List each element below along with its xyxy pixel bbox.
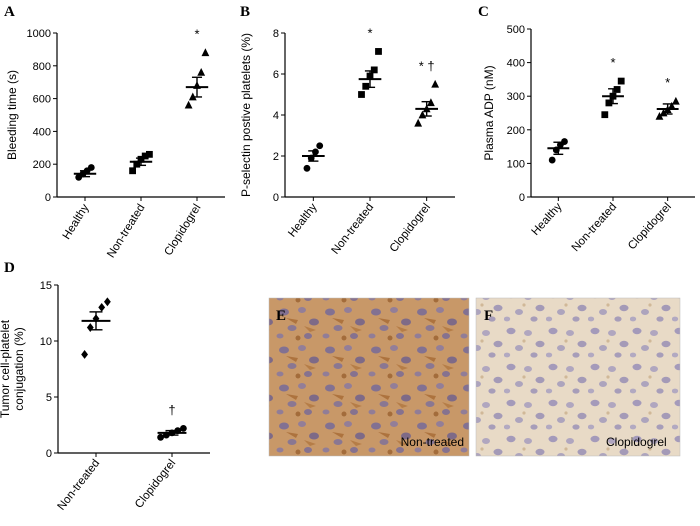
y-tick-label: 0: [46, 448, 52, 460]
micrograph-f-image: [475, 297, 681, 457]
y-tick-label: 0: [519, 192, 525, 204]
data-point: [141, 152, 149, 160]
panel-label-e: E: [276, 308, 286, 324]
data-point: [197, 67, 206, 76]
data-point: [316, 142, 324, 150]
y-tick-label: 200: [507, 125, 525, 137]
data-point: [86, 323, 94, 332]
significance-label: †: [168, 402, 175, 417]
x-tick-label: Healthy: [286, 201, 320, 239]
y-tick-label: 300: [507, 91, 525, 103]
caption-non-treated: Non-treated: [401, 435, 464, 449]
data-point: [375, 48, 382, 55]
chart-bleeding-time: 0 200 400 600 800 1000 Bleeding time (s) Health…: [5, 27, 225, 260]
y-tick-label: 400: [33, 126, 51, 138]
x-tick-label: Non-treated: [105, 202, 147, 260]
data-point: [362, 82, 370, 90]
y-tick-label: 600: [33, 94, 51, 106]
data-point: [667, 101, 676, 110]
x-tick-label: Clopidogrel: [163, 202, 204, 258]
data-point: [157, 433, 165, 441]
y-tick-label: 200: [33, 159, 51, 171]
significance-label: *: [610, 55, 615, 70]
x-tick-label: Healthy: [61, 202, 92, 242]
data-point: [180, 424, 187, 432]
chart-plasma-adp: 0 100 200 300 400 500 Plasma ADP (nM) Healthy No…: [482, 24, 695, 254]
x-tick-label: Non-treated: [570, 201, 620, 254]
y-tick-label: 10: [40, 336, 52, 348]
y-tick-label: 500: [507, 24, 525, 36]
data-point: [104, 297, 111, 307]
x-tick-label: Clopidogrel: [626, 201, 674, 252]
data-point: [561, 138, 568, 145]
y-tick-label: 800: [33, 61, 51, 73]
x-tick-label: Clopidogrel: [388, 201, 433, 254]
data-point: [303, 164, 311, 172]
y-tick-label: 1000: [27, 28, 51, 40]
chart-p-selectin: 0 2 4 6 8 P-selectin postive platelets (%) Hea…: [239, 25, 455, 257]
data-point: [129, 167, 136, 175]
micrograph-non-treated: E Non-treated: [268, 297, 470, 457]
data-point: [617, 77, 625, 85]
y-axis-title: Tumor cell-plateletconjugation (%): [0, 319, 26, 418]
data-point: [98, 303, 106, 312]
x-tick-label: Healthy: [530, 201, 565, 238]
data-point: [146, 150, 153, 158]
y-tick-label: 4: [273, 110, 279, 122]
significance-label: * †: [419, 58, 435, 73]
panel-label-c: C: [478, 4, 489, 20]
y-tick-label: 15: [40, 280, 52, 292]
y-axis-title: Plasma ADP (nM): [482, 65, 496, 160]
panel-label-f: F: [484, 308, 493, 324]
y-tick-label: 0: [273, 192, 279, 204]
data-point: [133, 160, 141, 168]
y-axis-title: P-selectin postive platelets (%): [239, 33, 253, 197]
data-point: [601, 111, 609, 119]
caption-clopidogrel: Clopidogrel: [606, 435, 667, 449]
data-point: [358, 91, 365, 98]
data-point: [184, 100, 193, 109]
panel-label-b: B: [240, 4, 250, 20]
data-point: [201, 48, 210, 57]
y-tick-label: 5: [46, 392, 52, 404]
data-point: [671, 96, 680, 105]
data-point: [370, 66, 378, 74]
significance-label: *: [665, 75, 670, 90]
x-tick-label: Non-treated: [330, 201, 377, 256]
y-tick-label: 2: [273, 151, 279, 163]
data-point: [655, 111, 664, 120]
data-point: [81, 350, 88, 359]
panel-label-a: A: [4, 4, 15, 20]
significance-label: *: [194, 27, 199, 42]
micrograph-e-image: [268, 297, 470, 457]
data-point: [414, 118, 423, 127]
x-tick-label: Clopidogrel: [133, 457, 178, 510]
micrograph-clopidogrel: F Clopidogrel: [475, 297, 681, 457]
y-tick-label: 100: [507, 158, 525, 170]
data-point: [548, 156, 556, 164]
y-axis-title: Bleeding time (s): [5, 70, 19, 160]
significance-label: *: [367, 25, 372, 40]
panel-label-d: D: [4, 260, 15, 276]
y-tick-label: 8: [273, 28, 279, 40]
y-tick-label: 400: [507, 58, 525, 70]
y-tick-label: 6: [273, 69, 279, 81]
y-tick-label: 0: [45, 192, 51, 204]
data-point: [431, 79, 440, 88]
data-point: [87, 164, 95, 171]
x-tick-label: Non-treated: [56, 457, 103, 512]
chart-tumor-platelet-conjugation: 0 5 10 15 Tumor cell-plateletconjugation (%)…: [0, 280, 210, 513]
